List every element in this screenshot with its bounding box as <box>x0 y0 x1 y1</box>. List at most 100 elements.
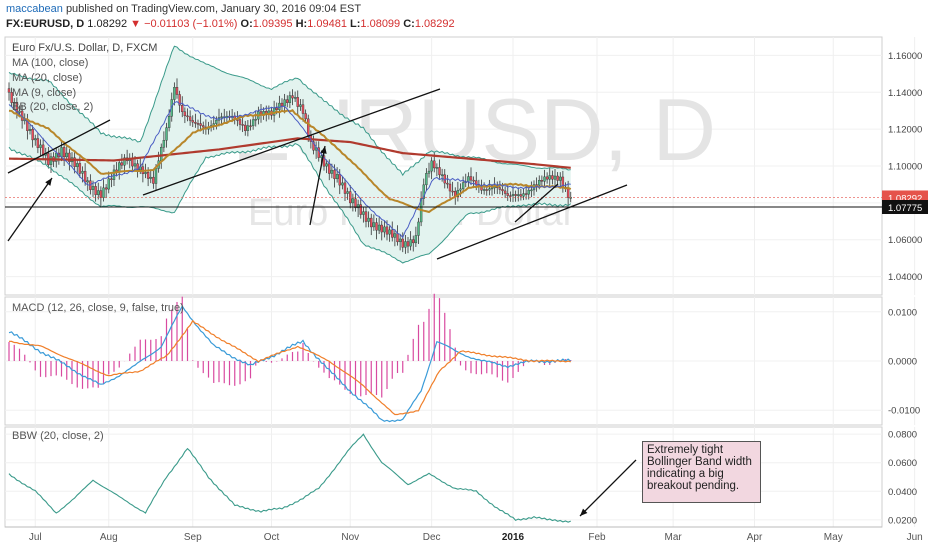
candle-body <box>472 179 475 182</box>
candle-body <box>509 195 512 197</box>
candle-body <box>391 229 394 238</box>
legend-bb[interactable]: BB (20, close, 2) <box>12 101 94 113</box>
author-link[interactable]: maccabean <box>6 3 63 15</box>
candle-body <box>186 115 189 118</box>
x-month-label: Mar <box>665 532 683 543</box>
bbw-label[interactable]: BBW (20, close, 2) <box>12 430 104 442</box>
candle-body <box>538 180 541 186</box>
candle-body <box>364 211 368 222</box>
candle-body <box>501 189 504 192</box>
candle-body <box>131 158 134 167</box>
macd-label[interactable]: MACD (12, 26, close, 9, false, true) <box>12 302 184 314</box>
symbol-line: FX:EURUSD, D 1.08292 ▼ −0.01103 (−1.01%)… <box>6 18 455 30</box>
candle-body <box>133 163 137 167</box>
x-month-label: May <box>824 532 843 543</box>
low-value: 1.08099 <box>360 18 401 30</box>
close-label: C: <box>403 18 415 30</box>
candle-body <box>286 99 289 103</box>
candle-body <box>15 101 19 113</box>
candle-body <box>482 189 486 191</box>
candle-body <box>118 162 121 172</box>
candle-body <box>343 182 347 194</box>
price-badge <box>882 200 928 215</box>
candle-body <box>296 97 299 107</box>
candle-body <box>76 163 79 167</box>
bbw-tick-label: 0.0400 <box>888 487 917 498</box>
candle-body <box>498 187 502 190</box>
candle-body <box>31 129 34 141</box>
candle-body <box>278 102 281 110</box>
candle-body <box>359 204 362 215</box>
candle-body <box>65 152 68 158</box>
signal-line <box>8 319 571 416</box>
candle-body <box>188 116 192 121</box>
candle-body <box>338 174 341 186</box>
candle-body <box>540 180 544 182</box>
candle-body <box>81 170 84 174</box>
candle-body <box>246 125 250 131</box>
x-month-label: Nov <box>341 532 359 543</box>
candle-body <box>288 95 292 103</box>
legend-ma20[interactable]: MA (20, close) <box>12 72 83 84</box>
candle-body <box>173 87 176 100</box>
candle-body <box>60 147 63 158</box>
candle-body <box>545 176 549 180</box>
candle-body <box>307 118 310 136</box>
candle-body <box>417 221 420 236</box>
candle-body <box>97 190 100 195</box>
candle-body <box>375 222 378 231</box>
candle-body <box>380 224 383 233</box>
candle-body <box>519 194 523 197</box>
candle-body <box>110 178 113 180</box>
candle-body <box>241 124 244 126</box>
ma9-line <box>8 100 571 239</box>
candle-body <box>409 239 412 247</box>
candle-body <box>440 174 444 176</box>
trendline-3 <box>436 184 628 260</box>
macd-tick-label: 0.0100 <box>888 307 917 318</box>
price-change: −0.01103 (−1.01%) <box>144 18 238 30</box>
candle-body <box>377 224 381 231</box>
candle-body <box>396 233 399 243</box>
arrow-3 <box>579 459 637 517</box>
candle-body <box>244 124 247 131</box>
legend-title[interactable]: Euro Fx/U.S. Dollar, D, FXCM <box>12 42 158 54</box>
candle-body <box>320 155 323 158</box>
candle-body <box>335 174 339 180</box>
axes: Jul Aug Sep Oct Nov Dec 2016 Feb Mar Apr May Jun 1.1… <box>5 51 928 543</box>
candle-body <box>548 175 551 180</box>
candle-body <box>406 241 410 247</box>
trendline-1 <box>7 119 111 174</box>
price-tick-label: 1.04000 <box>888 272 922 283</box>
candle-body <box>104 187 108 190</box>
candle-body <box>196 123 200 125</box>
price-tick-label: 1.16000 <box>888 51 922 62</box>
legend-ma9[interactable]: MA (9, close) <box>12 87 77 99</box>
open-label: O: <box>240 18 253 30</box>
x-month-label: Aug <box>100 532 118 543</box>
bbw-tick-label: 0.0200 <box>888 515 917 526</box>
macd-tick-label: -0.0100 <box>888 406 920 417</box>
candle-body <box>398 238 402 243</box>
candle-body <box>123 157 126 166</box>
candle-body <box>39 144 42 148</box>
last-price: 1.08292 <box>87 18 128 30</box>
candle-body <box>469 176 473 181</box>
candle-body <box>254 118 257 121</box>
arrow-3-head <box>580 508 588 516</box>
candle-body <box>191 120 194 123</box>
candle-body <box>199 123 202 126</box>
legend-ma100[interactable]: MA (100, close) <box>12 57 89 69</box>
bollinger-fill <box>9 46 571 264</box>
bollinger-band-fill <box>9 46 571 264</box>
candle-body <box>385 226 389 235</box>
candle-body <box>530 189 533 192</box>
x-month-label: Jul <box>29 532 42 543</box>
candle-body <box>146 172 150 179</box>
candle-body <box>181 105 184 112</box>
bb-upper-line <box>8 45 571 177</box>
candle-body <box>73 157 76 167</box>
candle-body <box>422 184 425 199</box>
annotation-note: Extremely tight Bollinger Band width ind… <box>642 441 761 503</box>
